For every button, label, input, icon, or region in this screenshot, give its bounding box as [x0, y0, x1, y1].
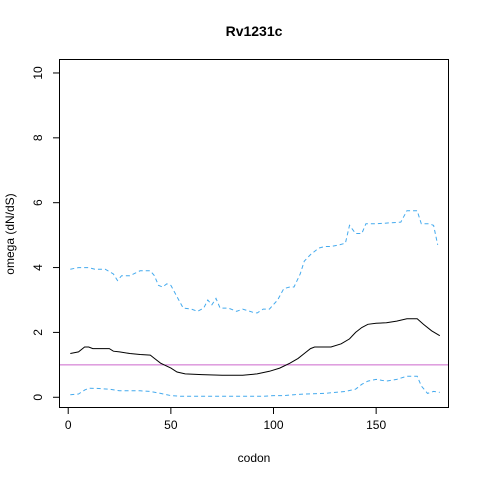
y-axis-label: omega (dN/dS) [3, 193, 17, 274]
y-tick-label: 10 [31, 66, 45, 80]
x-axis-label: codon [238, 451, 271, 465]
axes: 0 50 100 150 0 2 4 6 8 10 [31, 66, 386, 432]
upper-bound-line [70, 210, 439, 314]
omega-estimate-line [70, 318, 441, 376]
x-tick-label: 0 [65, 418, 72, 432]
lower-bound-line [70, 375, 440, 397]
y-tick-label: 2 [31, 329, 45, 336]
x-tick-label: 100 [263, 418, 283, 432]
y-tick-label: 8 [31, 134, 45, 141]
y-tick-label: 4 [31, 264, 45, 271]
y-tick-label: 6 [31, 199, 45, 206]
chart-title: Rv1231c [226, 23, 283, 39]
plot-area [60, 210, 448, 397]
plot-frame [59, 59, 449, 408]
x-tick-label: 50 [164, 418, 178, 432]
y-tick-label: 0 [31, 394, 45, 401]
x-tick-label: 150 [366, 418, 386, 432]
